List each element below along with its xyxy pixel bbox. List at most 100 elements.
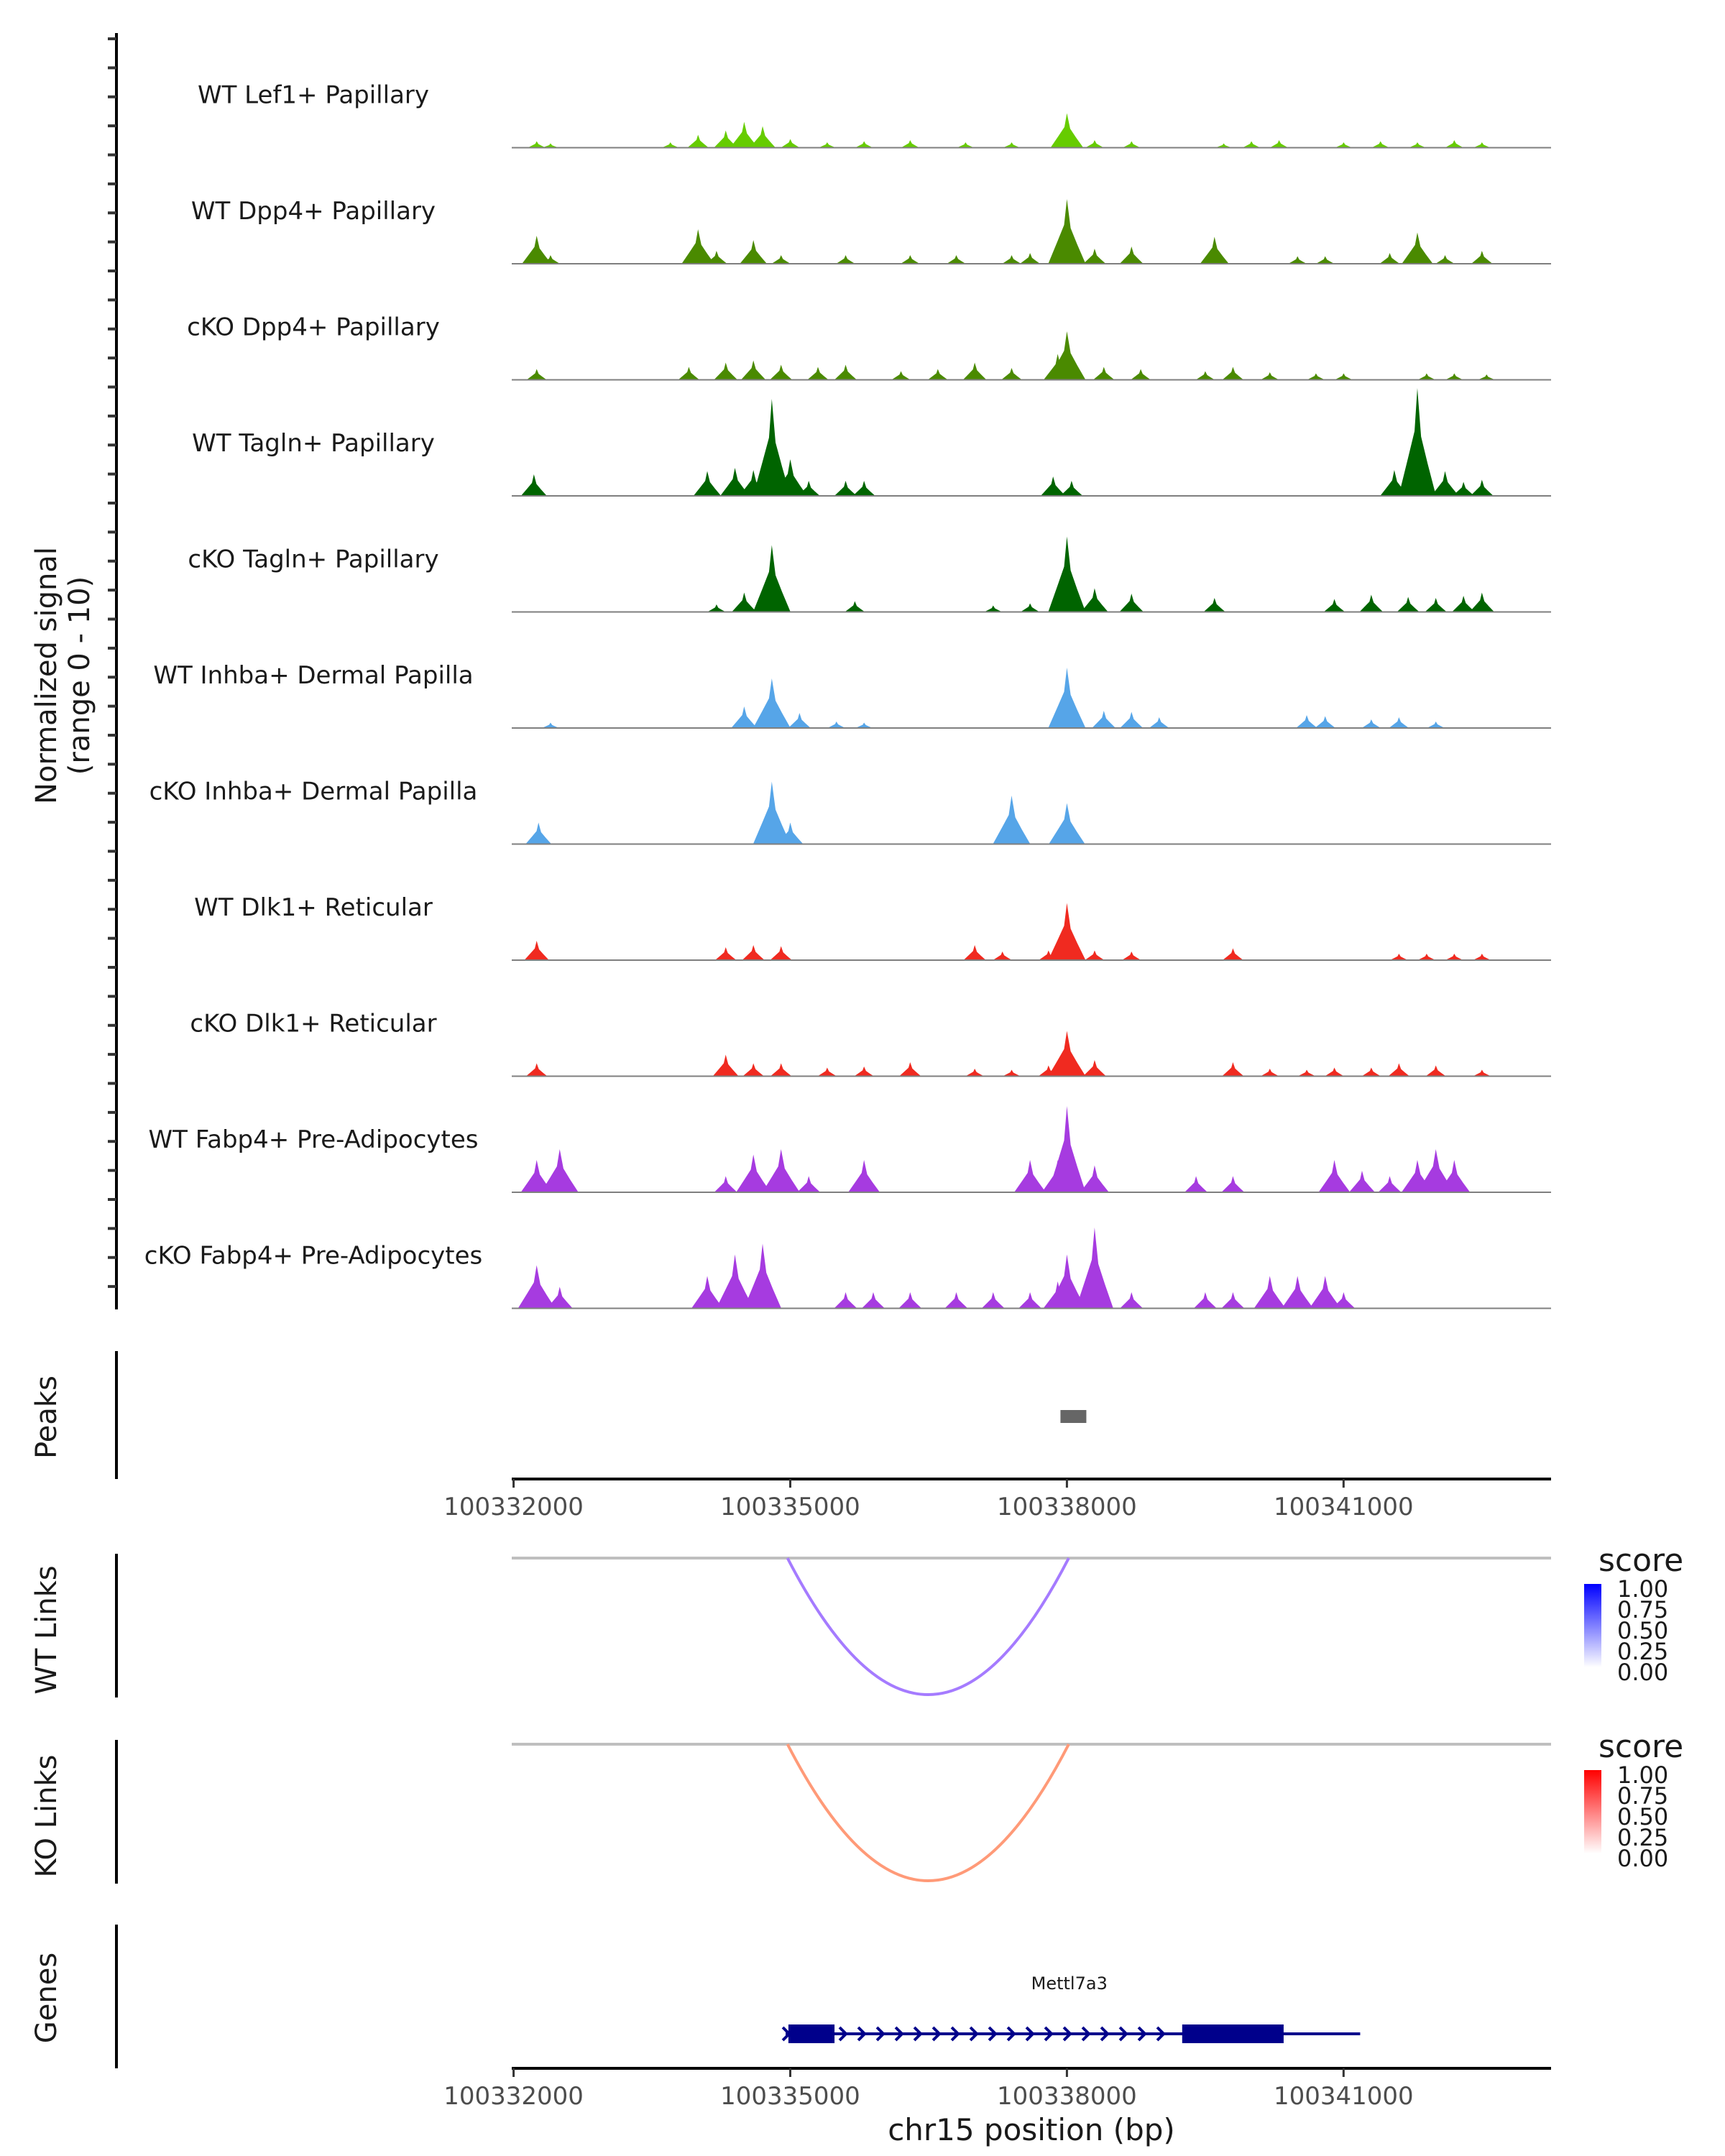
- coverage-peak: [740, 360, 766, 380]
- coverage-peak: [546, 1286, 573, 1309]
- coverage-peak: [1203, 598, 1225, 612]
- legend-tick-label: 0.25: [1617, 1638, 1668, 1665]
- coverage-peak: [1469, 592, 1494, 612]
- x-tick-label: 100335000: [720, 1493, 860, 1521]
- coverage-peak: [1048, 199, 1086, 264]
- coverage-peak: [1470, 479, 1494, 496]
- coverage-peak: [1221, 1176, 1245, 1192]
- coverage-peak: [781, 139, 800, 148]
- track-label: cKO Dpp4+ Papillary: [187, 313, 440, 342]
- strand-arrow-icon: [1006, 2026, 1016, 2042]
- coverage-peak: [1060, 481, 1083, 496]
- legend-tick-label: 0.00: [1617, 1845, 1668, 1872]
- coverage-peak: [540, 1149, 579, 1192]
- coverage-peak: [742, 945, 765, 960]
- coverage-peak: [1014, 1160, 1046, 1192]
- coverage-peak: [687, 134, 709, 148]
- coverage-peak: [1085, 950, 1105, 960]
- strand-arrow-icon: [857, 2026, 867, 2042]
- legend-tick-label: 0.50: [1617, 1617, 1668, 1644]
- coverage-peak: [691, 1276, 724, 1309]
- coverage-peak: [773, 459, 808, 496]
- coverage-peak: [1378, 1176, 1402, 1192]
- coverage-peak: [1215, 143, 1233, 148]
- track-label: cKO Tagln+ Papillary: [188, 545, 438, 574]
- track-9: WT Fabp4+ Pre-Adipocytes: [149, 1106, 1551, 1193]
- coverage-peak: [1048, 1031, 1086, 1077]
- coverage-peak: [797, 1176, 821, 1192]
- coverage-peak: [1082, 1060, 1106, 1077]
- coverage-peak: [957, 142, 975, 148]
- legend-tick-label: 0.25: [1617, 1824, 1668, 1851]
- coverage-peak: [678, 367, 700, 380]
- legend-tick-label: 0.75: [1617, 1782, 1668, 1810]
- coverage-peak: [1417, 1149, 1455, 1192]
- x-tick-label: 100335000: [720, 2082, 860, 2111]
- coverage-peak: [770, 1063, 792, 1077]
- coverage-peak: [1478, 374, 1496, 380]
- coverage-peak: [1389, 954, 1408, 960]
- coverage-peak: [1445, 140, 1464, 148]
- coverage-peak: [707, 604, 726, 612]
- coverage-peak: [1359, 594, 1384, 612]
- coverage-peak: [771, 255, 791, 264]
- strand-arrow-icon: [1156, 2026, 1166, 2042]
- ylabel-line1: Normalized signal: [30, 547, 63, 804]
- coverage-peak: [1335, 142, 1353, 148]
- strand-arrow-icon: [950, 2026, 960, 2042]
- coverage-peak: [520, 1160, 553, 1192]
- coverage-peak: [1221, 1292, 1245, 1309]
- genes-track-label: Genes: [30, 1953, 63, 2043]
- coverage-peak: [1315, 256, 1335, 264]
- coverage-peak: [1131, 369, 1151, 380]
- coverage-peak: [891, 371, 911, 380]
- coverage-peak: [714, 362, 738, 380]
- coverage-peak: [797, 481, 820, 496]
- track-label: cKO Dlk1+ Reticular: [190, 1010, 436, 1038]
- track-3: WT Tagln+ Papillary: [192, 388, 1551, 497]
- coverage-peak: [861, 1292, 885, 1309]
- coverage-peak: [1398, 388, 1436, 496]
- coverage-peak: [1050, 113, 1084, 148]
- coverage-peak: [528, 141, 546, 148]
- coverage-peak: [1048, 903, 1086, 960]
- coverage-peak: [661, 142, 679, 148]
- track-7: WT Dlk1+ Reticular: [194, 893, 1551, 961]
- coverage-peak: [1260, 372, 1279, 380]
- coverage-peak: [753, 781, 791, 844]
- coverage-peak: [993, 952, 1012, 960]
- coverage-peak: [834, 1292, 857, 1309]
- coverage-peak: [944, 1292, 968, 1309]
- coverage-peak: [947, 255, 966, 264]
- coverage-peak: [855, 141, 873, 148]
- track-6: cKO Inhba+ Dermal Papilla: [150, 778, 1551, 845]
- coverage-peak: [706, 251, 727, 264]
- coverage-peak: [1075, 1227, 1113, 1309]
- coverage-peak: [1371, 141, 1390, 148]
- coverage-peak: [807, 367, 829, 380]
- coverage-peak: [1425, 1065, 1446, 1077]
- strand-arrow-icon: [1100, 2026, 1110, 2042]
- coverage-peak: [1048, 536, 1086, 612]
- coverage-peak: [1081, 588, 1108, 612]
- coverage-peak: [1445, 954, 1463, 960]
- coverage-peak: [1242, 141, 1261, 148]
- peak-region: [1060, 1410, 1087, 1423]
- coverage-peak: [1119, 247, 1144, 264]
- track-10: cKO Fabp4+ Pre-Adipocytes: [144, 1227, 1551, 1309]
- link-arc: [786, 1743, 1070, 1882]
- legend-tick-label: 1.00: [1617, 1761, 1668, 1789]
- coverage-peak: [1379, 253, 1400, 264]
- coverage-y-axis-label: Normalized signal (range 0 - 10): [30, 547, 96, 804]
- coverage-peak: [753, 399, 791, 496]
- coverage-peak: [1083, 249, 1106, 264]
- coverage-peak: [1092, 367, 1115, 380]
- x-axis-title: chr15 position (bp): [888, 2112, 1175, 2147]
- coverage-peak: [1040, 476, 1066, 496]
- coverage-peak: [1254, 1276, 1286, 1309]
- track-label: cKO Inhba+ Dermal Papilla: [150, 778, 478, 806]
